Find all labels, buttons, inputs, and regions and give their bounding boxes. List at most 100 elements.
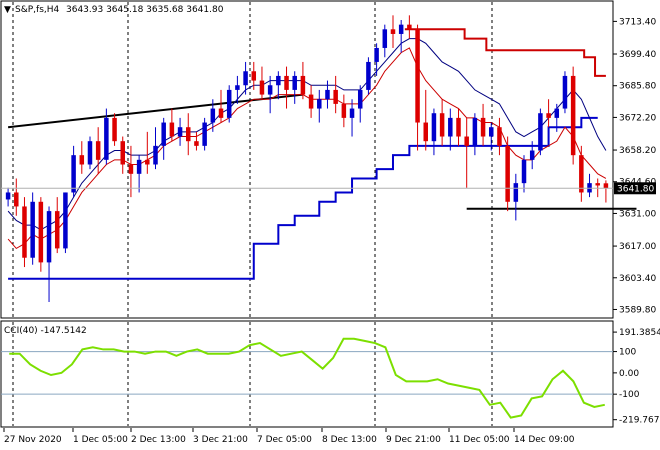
candle-down [112, 117, 117, 142]
candle-up [210, 108, 216, 123]
cci-line [9, 337, 605, 419]
candle-down [456, 117, 461, 137]
cci-title: CCI(40) -147.5142 [4, 326, 87, 336]
time-tick-label: 9 Dec 21:00 [386, 435, 441, 445]
candle-up [357, 89, 363, 109]
time-tick-label: 2 Dec 13:00 [131, 435, 186, 445]
cci-tick-label: 0.00 [619, 369, 639, 379]
price-tick-label: 3658.20 [619, 146, 656, 156]
time-tick-label: 14 Dec 09:00 [514, 435, 575, 445]
candle-up [489, 127, 494, 137]
time-tick-label: 8 Dec 13:00 [322, 435, 377, 445]
candle-up [136, 159, 142, 174]
time-tick-label: 1 Dec 05:00 [73, 435, 128, 445]
candle-down [497, 127, 502, 146]
cci-tick-label: 100 [619, 348, 636, 358]
candle-up [71, 155, 76, 193]
candle-down [579, 155, 584, 193]
price-tick-label: 3603.40 [619, 274, 656, 284]
time-tick-label: 27 Nov 2020 [4, 435, 62, 445]
cci-vertical-gridlines [12, 322, 493, 426]
price-pane-frame [0, 0, 614, 319]
candle-down [464, 136, 469, 146]
current-price-badge [614, 182, 656, 195]
candle-down [423, 122, 428, 142]
chart-title-icon: ▼ [4, 5, 11, 15]
symbol-label: S&P,fs,H4 [15, 5, 60, 15]
candle-up [538, 113, 543, 151]
candle-up [554, 108, 560, 118]
time-tick-label: 3 Dec 21:00 [193, 435, 248, 445]
time-tick-label: 11 Dec 05:00 [449, 435, 510, 445]
candle-up [529, 150, 535, 160]
vertical-gridlines [12, 2, 493, 317]
candle-down [79, 155, 85, 165]
candle-up [30, 201, 35, 258]
candle-up [349, 108, 355, 118]
candle-down [341, 103, 347, 118]
candle-up [226, 89, 232, 118]
candle-up [202, 122, 207, 146]
price-tick-label: 3672.20 [619, 113, 656, 123]
candle-down [300, 75, 306, 95]
candle-up [104, 117, 109, 160]
price-tick-label: 3685.80 [619, 82, 656, 92]
candle-down [259, 80, 265, 95]
candle-down [14, 192, 19, 207]
cci-tick-label: -100 [619, 390, 640, 400]
candle-up [366, 61, 371, 90]
candle-down [546, 113, 551, 118]
candle-down [120, 141, 125, 165]
time-axis: 27 Nov 2020 1 Dec 05:00 2 Dec 13:00 3 Dec 2… [3, 428, 575, 445]
candle-up [513, 183, 519, 202]
trendline [7, 93, 304, 129]
candle-down [308, 94, 314, 109]
price-tick-label: 3589.80 [619, 305, 656, 315]
ma-line-0 [7, 47, 607, 250]
cci-line-path [9, 337, 605, 419]
candle-up [317, 99, 322, 109]
candle-up [235, 85, 240, 90]
candle-down [603, 183, 609, 189]
candle-down [480, 117, 486, 137]
candle-up [562, 75, 568, 109]
candle-up [472, 117, 478, 146]
candle-down [439, 113, 445, 137]
candle-up [276, 75, 281, 86]
candle-down [505, 145, 510, 202]
candle-down [169, 122, 175, 137]
price-axis: 3713.403699.403685.803672.203658.203644.… [613, 17, 656, 315]
candle-down [595, 183, 600, 186]
candle-up [46, 211, 52, 263]
candle-up [521, 159, 527, 184]
candlesticks [5, 15, 609, 303]
candle-up [431, 113, 437, 142]
cci-levels [1, 351, 613, 395]
candle-down [407, 24, 412, 30]
candle-down [218, 108, 224, 118]
candle-down [186, 127, 191, 142]
price-tick-label: 3617.00 [619, 242, 656, 252]
candle-up [398, 24, 404, 34]
cci-tick-label: 191.3854 [619, 328, 660, 338]
trendlines [7, 93, 637, 210]
candle-down [333, 89, 338, 104]
candle-down [194, 141, 199, 146]
candle-down [54, 211, 60, 249]
candle-down [415, 29, 420, 123]
candle-down [38, 201, 44, 263]
candle-down [95, 141, 101, 160]
price-tick-label: 3699.40 [619, 50, 656, 60]
candle-down [251, 71, 257, 81]
current-price-marker: 3641.80 [1, 182, 656, 195]
candle-up [5, 192, 11, 200]
candle-up [448, 117, 453, 137]
candle-down [570, 75, 576, 156]
candle-up [63, 192, 68, 249]
candle-up [267, 85, 273, 95]
candle-down [145, 159, 150, 165]
candle-up [87, 141, 93, 165]
price-tick-label: 3713.40 [619, 17, 656, 27]
